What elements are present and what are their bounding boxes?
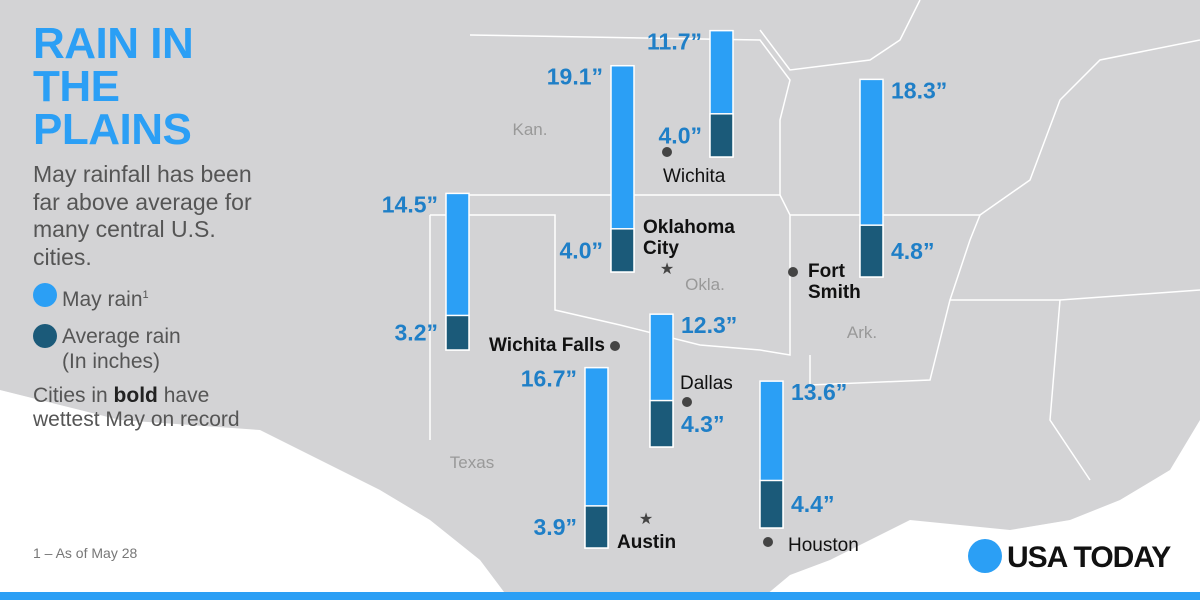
average-rain-label: 3.9” [534, 514, 577, 540]
state-label: Okla. [685, 275, 725, 294]
legend-swatch [33, 283, 57, 307]
title-line: RAIN IN [33, 19, 194, 68]
footnote: 1 – As of May 28 [33, 545, 138, 561]
note-text: have wettest May on record [33, 384, 240, 431]
gulf [760, 420, 1200, 600]
legend-label: Average rain [62, 325, 181, 348]
average-rain-label: 4.8” [891, 238, 934, 264]
title-line: THE PLAINS [33, 62, 192, 154]
may-rain-label: 18.3” [891, 77, 947, 103]
note-text: Cities in [33, 384, 108, 407]
side-panel: RAIN IN THE PLAINS May rainfall has been … [33, 22, 268, 432]
average-rain-bar [584, 505, 609, 549]
city-name: Dallas [680, 373, 733, 394]
may-rain-label: 13.6” [791, 379, 847, 405]
bottom-strip [0, 592, 1200, 600]
city-marker [788, 267, 798, 277]
city-name: Houston [788, 535, 859, 556]
city-name: Fort [808, 261, 846, 282]
title: RAIN IN THE PLAINS [33, 19, 268, 154]
may-rain-label: 16.7” [521, 366, 577, 392]
note: Cities in bold have wettest May on recor… [33, 384, 258, 432]
average-rain-bar [859, 224, 884, 278]
state-label: Ark. [847, 323, 877, 342]
legend-item: Average rain (In inches) [33, 324, 268, 374]
may-rain-label: 11.7” [647, 29, 702, 55]
average-rain-label: 4.4” [791, 491, 834, 517]
may-rain-label: 12.3” [681, 312, 737, 338]
state-label: Kan. [513, 120, 548, 139]
note-bold: bold [113, 384, 158, 407]
average-rain-bar [649, 399, 674, 448]
legend-label: May rain [62, 288, 143, 311]
average-rain-label: 4.3” [681, 411, 724, 437]
average-rain-label: 4.0” [560, 237, 603, 263]
city-name: Oklahoma [643, 217, 735, 238]
city-marker [662, 147, 672, 157]
city-name: Wichita Falls [489, 335, 605, 356]
legend-mark: 1 [142, 289, 149, 301]
city-marker [610, 341, 620, 351]
city-marker [763, 537, 773, 547]
average-rain-bar [610, 228, 635, 273]
state-label: Texas [450, 453, 494, 472]
logo: USA TODAY [1007, 541, 1171, 574]
state-borders [429, 0, 1200, 481]
capital-marker: ★ [639, 511, 653, 528]
average-rain-bar [445, 314, 470, 351]
average-rain-bar [709, 113, 734, 158]
city-marker [682, 397, 692, 407]
legend-note: (In inches) [62, 350, 161, 373]
city-name: Wichita [663, 166, 726, 187]
subtitle: May rainfall has been far above average … [33, 161, 252, 270]
capital-marker: ★ [660, 261, 674, 278]
city-name: City [643, 238, 679, 259]
logo-mark [968, 539, 1002, 573]
may-rain-label: 14.5” [382, 191, 438, 217]
average-rain-label: 3.2” [395, 320, 438, 346]
mexico [0, 390, 510, 600]
legend-swatch [33, 324, 57, 348]
city-name: Austin [617, 532, 676, 553]
city-name: Smith [808, 282, 861, 303]
may-rain-label: 19.1” [547, 64, 603, 90]
legend-item: May rain1 [33, 283, 268, 312]
average-rain-bar [759, 479, 784, 529]
average-rain-label: 4.0” [659, 122, 702, 148]
